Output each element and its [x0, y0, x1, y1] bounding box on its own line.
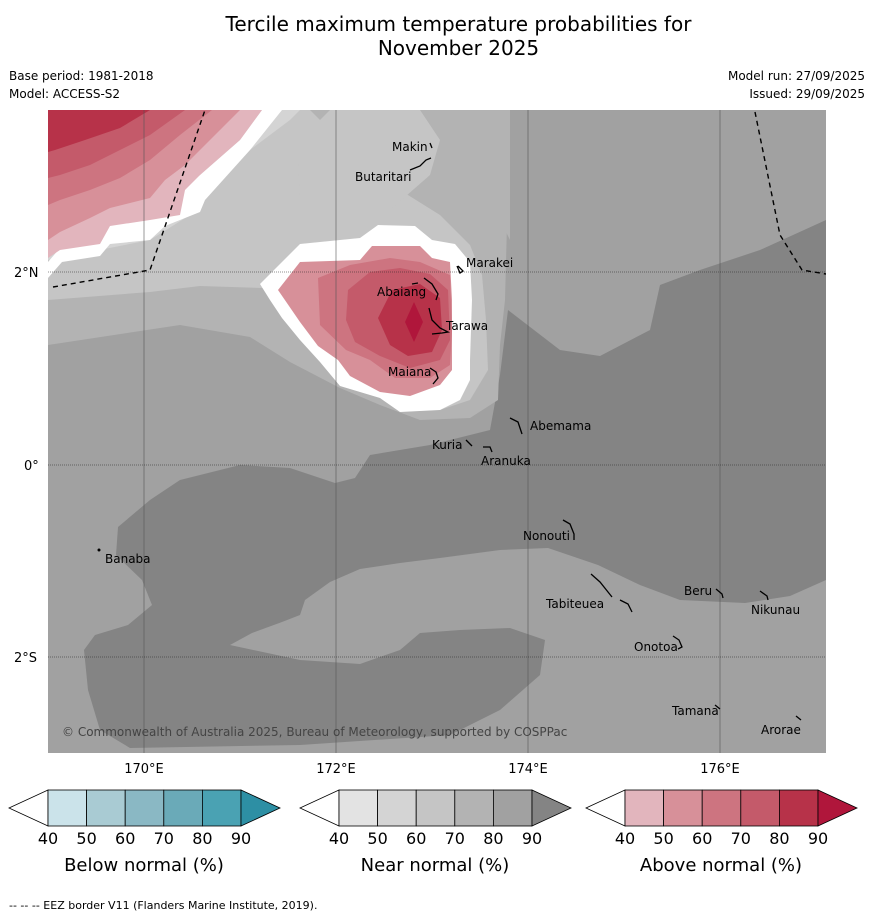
place-marakei: Marakei: [466, 256, 513, 270]
model-name: Model: ACCESS-S2: [9, 87, 121, 101]
near-normal-swatch-0: [299, 789, 340, 827]
place-banaba: Banaba: [105, 552, 151, 566]
place-abemama: Abemama: [530, 419, 591, 433]
near-normal-tick-50: 50: [367, 829, 387, 848]
colorbar-below-normal: 40 50 60 70 80 90 Below normal (%): [8, 789, 281, 876]
place-tabiteuea: Tabiteuea: [545, 597, 604, 611]
near-normal-tick-60: 60: [406, 829, 426, 848]
near-normal-50-60-b: [300, 110, 510, 240]
lat-tick-2s: 2°S: [14, 651, 37, 666]
eez-border: [52, 110, 826, 288]
below-normal-tick-60: 60: [115, 829, 135, 848]
below-normal-tick-40: 40: [38, 829, 58, 848]
below-normal-swatch-1: [47, 789, 87, 827]
place-onotoa: Onotoa: [634, 640, 678, 654]
near-normal-swatch-5: [492, 789, 533, 827]
near-normal-70-plus: [84, 220, 826, 748]
lon-tick-174e: 174°E: [508, 762, 548, 777]
place-abaiang: Abaiang: [377, 285, 426, 299]
meta-right: Model run: 27/09/2025 Issued: 29/09/2025: [600, 67, 865, 103]
place-butaritari: Butaritari: [355, 170, 412, 184]
lat-tick-2n: 2°N: [14, 266, 39, 281]
colorbar-above-normal: 40 50 60 70 80 90 Above normal (%): [585, 789, 858, 876]
place-maiana: Maiana: [388, 365, 431, 379]
above-normal-90-plus: [405, 302, 423, 342]
gridlines: [143, 110, 721, 753]
above-normal-tick-70: 70: [731, 829, 751, 848]
near-normal-swatch-1: [338, 789, 378, 827]
near-normal-tick-70: 70: [445, 829, 465, 848]
below-normal-swatch-5: [201, 789, 242, 827]
eez-footnote: -- -- -- EEZ border V11 (Flanders Marine…: [9, 899, 318, 912]
above-normal-swatch-1: [624, 789, 664, 827]
above-normal-tick-50: 50: [653, 829, 673, 848]
above-normal-swatch-2: [663, 789, 703, 827]
below-normal-tick-80: 80: [192, 829, 212, 848]
above-normal-swatch-4: [740, 789, 780, 827]
below-40-gap-north: [48, 110, 282, 278]
place-makin: Makin: [392, 140, 428, 154]
place-tarawa: Tarawa: [445, 319, 488, 333]
below-normal-swatch-2: [86, 789, 126, 827]
near-normal-swatch-2: [377, 789, 417, 827]
title-line-2: November 2025: [377, 36, 540, 60]
above-normal-swatch-6: [817, 789, 858, 827]
base-period: Base period: 1981-2018: [9, 69, 154, 83]
colorbar-near-normal: 40 50 60 70 80 90 Near normal (%): [299, 789, 572, 876]
near-normal-40-50-b: [298, 110, 440, 210]
near-normal-tick-40: 40: [329, 829, 349, 848]
near-normal-swatch-6: [531, 789, 572, 827]
above-normal-swatch-5: [779, 789, 819, 827]
banaba-dot: [97, 548, 101, 552]
below-normal-swatch-0: [8, 789, 49, 827]
place-arorae: Arorae: [761, 723, 801, 737]
place-aranuka: Aranuka: [481, 454, 531, 468]
above-normal-swatch-3: [701, 789, 742, 827]
model-run: Model run: 27/09/2025: [727, 69, 865, 83]
near-normal-swatch-4: [454, 789, 494, 827]
place-nikunau: Nikunau: [751, 603, 800, 617]
above-normal-tick-80: 80: [769, 829, 789, 848]
place-beru: Beru: [684, 584, 712, 598]
issued-date: Issued: 29/09/2025: [749, 87, 865, 101]
below-normal-swatch-3: [124, 789, 165, 827]
lon-tick-172e: 172°E: [316, 762, 356, 777]
lon-tick-170e: 170°E: [124, 762, 164, 777]
contour-layer: Makin Butaritari Marakei Abaiang Tarawa …: [48, 110, 826, 753]
meta-left: Base period: 1981-2018 Model: ACCESS-S2: [9, 67, 154, 103]
latitude-lines: [48, 271, 826, 658]
above-normal-swatch-0: [585, 789, 626, 827]
above-normal-tick-90: 90: [808, 829, 828, 848]
below-normal-tick-90: 90: [231, 829, 251, 848]
below-normal-label: Below normal (%): [64, 855, 224, 876]
near-normal-swatch-3: [415, 789, 456, 827]
above-normal-label: Above normal (%): [640, 855, 802, 876]
above-normal-tick-40: 40: [615, 829, 635, 848]
place-labels: Makin Butaritari Marakei Abaiang Tarawa …: [105, 140, 801, 737]
below-normal-swatch-6: [240, 789, 281, 827]
below-normal-swatch-4: [163, 789, 203, 827]
title-line-1: Tercile maximum temperature probabilitie…: [225, 12, 692, 36]
below-normal-tick-50: 50: [76, 829, 96, 848]
place-nonouti: Nonouti: [523, 529, 570, 543]
near-normal-label: Near normal (%): [361, 855, 510, 876]
copyright-notice: © Commonwealth of Australia 2025, Bureau…: [62, 725, 567, 739]
below-normal-tick-70: 70: [154, 829, 174, 848]
above-normal-tick-60: 60: [692, 829, 712, 848]
place-tamana: Tamana: [671, 704, 719, 718]
island-outlines: [409, 142, 802, 721]
above-normal-80-90-nw: [48, 110, 150, 152]
near-normal-tick-80: 80: [483, 829, 503, 848]
chart-title: Tercile maximum temperature probabilitie…: [0, 12, 873, 60]
place-kuria: Kuria: [432, 438, 463, 452]
lat-tick-0: 0°: [24, 459, 39, 474]
near-normal-tick-90: 90: [522, 829, 542, 848]
lon-tick-176e: 176°E: [700, 762, 740, 777]
